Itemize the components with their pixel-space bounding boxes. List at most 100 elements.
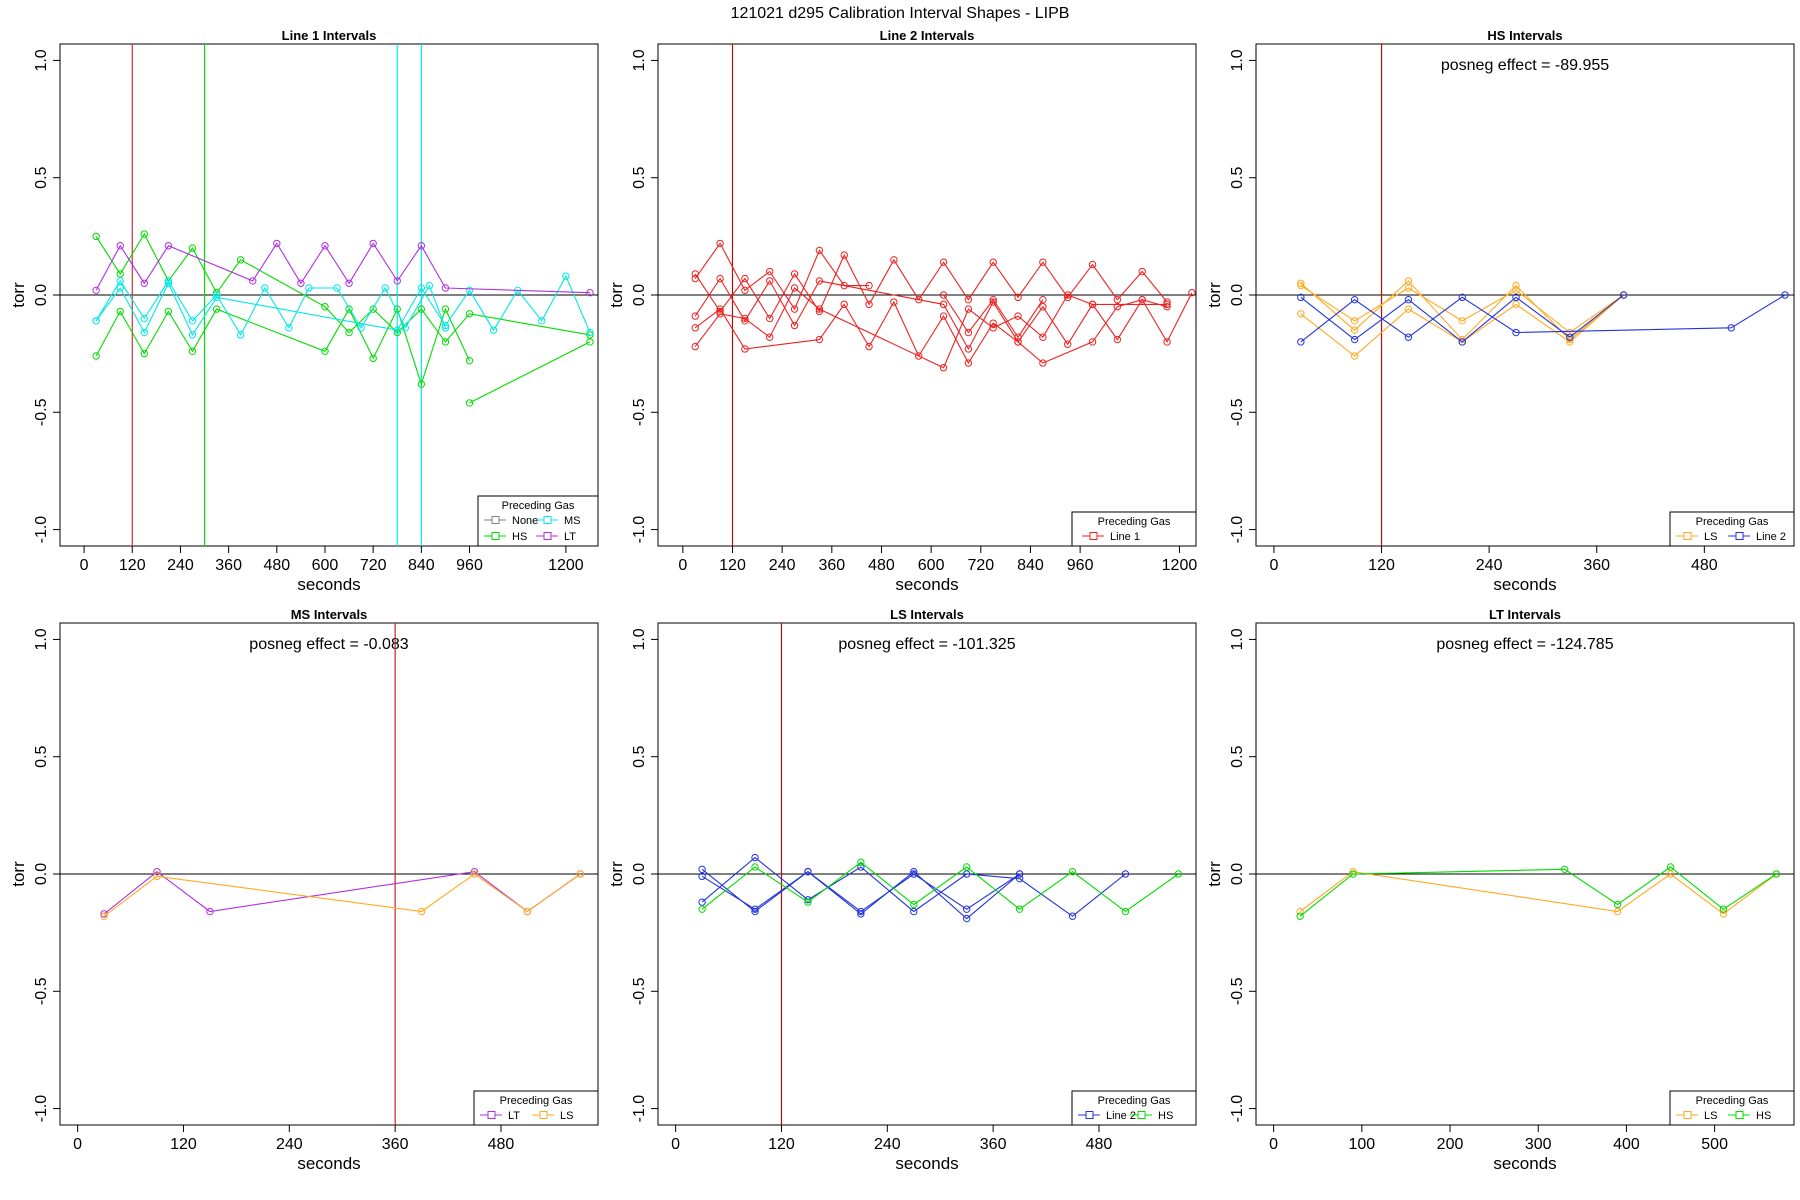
data-point: [1296, 907, 1304, 916]
data-point: [989, 319, 997, 327]
data-point: [716, 310, 724, 318]
data-point: [140, 279, 149, 287]
data-point: [790, 270, 799, 278]
y-axis-label: torr: [1205, 282, 1224, 308]
data-point: [989, 295, 997, 304]
data-point: [815, 277, 824, 285]
data-point: [1404, 333, 1413, 341]
legend: Preceding Gas Line 1: [1071, 511, 1197, 547]
y-axis: -1.0 -0.5 0.0 0.5 1.0: [33, 49, 61, 543]
data-point: [538, 317, 546, 325]
panel-title: LT Intervals: [1489, 607, 1561, 622]
x-axis: 0 120 240 360 480: [671, 1124, 1112, 1153]
series-line: [1300, 280, 1624, 341]
y-tick-label: -1.0: [631, 516, 648, 544]
y-tick-label: 1.0: [631, 49, 648, 71]
x-tick-label: 120: [119, 557, 146, 574]
posneg-annotation: posneg effect = -89.955: [1441, 57, 1609, 74]
data-point: [1138, 295, 1146, 304]
data-point: [1350, 326, 1359, 334]
data-point: [1613, 907, 1622, 916]
data-point: [1350, 295, 1359, 304]
y-axis-label: torr: [9, 861, 28, 887]
legend-box: [1071, 1090, 1197, 1126]
data-point: [441, 338, 450, 346]
data-point: [1566, 338, 1574, 346]
legend-title: Preceding Gas: [1098, 516, 1171, 528]
data-point: [1064, 293, 1072, 302]
data-point: [1297, 293, 1305, 302]
data-point: [1068, 867, 1077, 876]
series-line: [95, 307, 470, 386]
x-tick-label: 240: [1476, 557, 1503, 574]
x-tick-label: 0: [671, 1136, 680, 1153]
data-point: [964, 328, 973, 337]
x-axis: 0 120 240 360 480: [1269, 545, 1718, 574]
data-point: [766, 333, 774, 341]
panel-5: LS Intervals posneg effect = -101.325 0 120…: [607, 607, 1197, 1173]
legend-swatch-marker: [539, 1111, 548, 1119]
y-tick-label: 0.5: [1229, 745, 1246, 767]
x-tick-label: 120: [1368, 557, 1395, 574]
data-point: [140, 314, 149, 323]
x-tick-label: 360: [215, 557, 242, 574]
x-tick-label: 1200: [1162, 557, 1198, 574]
data-point: [212, 293, 221, 302]
x-tick-label: 120: [170, 1136, 197, 1153]
legend-entry-label: Line 2: [1756, 531, 1786, 543]
series-line: [95, 232, 591, 343]
x-axis-label: seconds: [297, 1154, 360, 1173]
data-point: [857, 863, 865, 871]
data-point: [751, 863, 759, 871]
legend-entry-label: LT: [564, 531, 576, 543]
legend-swatch-marker: [1683, 532, 1692, 540]
data-point: [153, 867, 161, 876]
x-tick-label: 200: [1437, 1136, 1464, 1153]
x-tick-label: 360: [980, 1136, 1007, 1153]
data-point: [1566, 328, 1574, 337]
data-point: [691, 312, 699, 320]
data-point: [92, 317, 100, 325]
data-point: [1719, 905, 1728, 913]
legend: Preceding Gas Line 2 HS: [1071, 1090, 1197, 1126]
data-point: [465, 356, 474, 365]
series-line: [701, 868, 1020, 920]
data-point: [470, 867, 479, 876]
data-point: [1121, 870, 1130, 878]
data-point: [910, 870, 918, 878]
x-tick-label: 0: [1269, 1136, 1278, 1153]
data-point: [586, 328, 594, 337]
data-point: [1163, 300, 1171, 309]
legend-title: Preceding Gas: [502, 500, 575, 512]
data-point: [741, 345, 749, 353]
series-line: [1299, 866, 1777, 917]
x-axis: 0 120 240 360 480 600 720 840 960 1200: [678, 545, 1198, 574]
data-point: [441, 321, 450, 330]
data-point: [840, 281, 848, 290]
data-point: [1014, 293, 1022, 302]
legend-swatch-marker: [543, 532, 552, 540]
x-tick-label: 100: [1348, 1136, 1375, 1153]
data-point: [417, 242, 426, 250]
legend: Preceding Gas None MS HS LT: [477, 495, 599, 547]
data-point: [741, 286, 749, 295]
posneg-annotation: posneg effect = -101.325: [838, 636, 1015, 653]
data-point: [345, 279, 353, 287]
data-point: [164, 242, 173, 250]
panel-title: Line 2 Intervals: [880, 28, 975, 43]
data-point: [910, 907, 918, 916]
data-point: [140, 230, 149, 238]
panel-title: HS Intervals: [1487, 28, 1562, 43]
y-tick-label: 0.5: [33, 166, 50, 188]
data-point: [840, 300, 848, 309]
legend: Preceding Gas LS HS: [1669, 1090, 1795, 1126]
y-tick-label: 0.0: [33, 863, 50, 885]
x-tick-label: 480: [263, 557, 290, 574]
data-point: [321, 242, 329, 250]
x-tick-label: 240: [769, 557, 796, 574]
data-point: [939, 258, 948, 266]
data-point: [417, 284, 426, 292]
posneg-annotation: posneg effect = -0.083: [249, 636, 408, 653]
data-point: [1458, 317, 1466, 325]
x-axis: 0 120 240 360 480 600 720 840 960 1200: [80, 545, 584, 574]
